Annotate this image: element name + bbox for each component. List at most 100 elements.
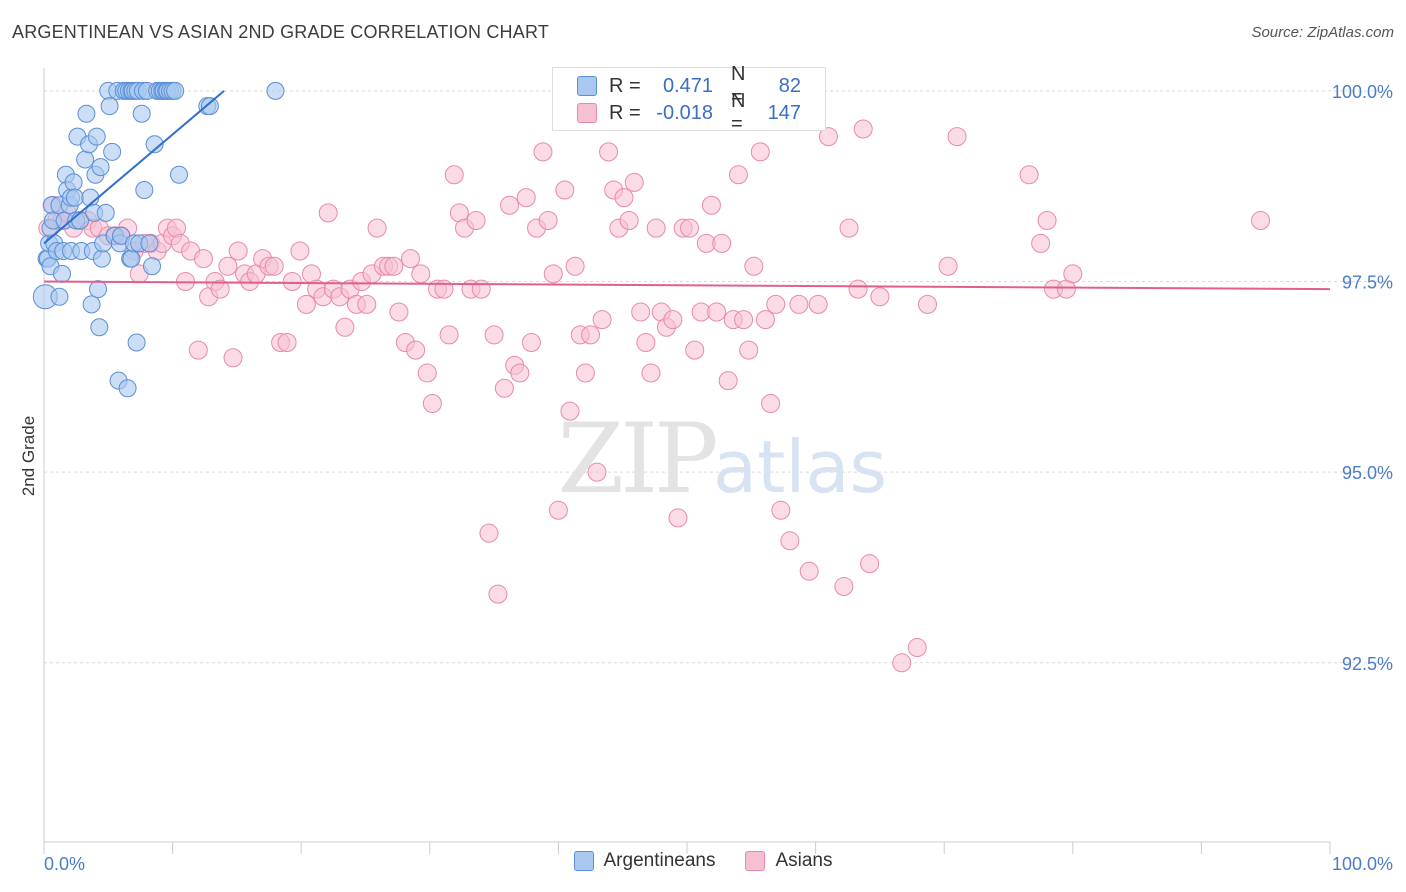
data-point-asians	[592, 310, 612, 330]
data-point-asians	[614, 188, 634, 208]
data-point-asians	[808, 294, 828, 314]
watermark: ZIP atlas	[557, 403, 887, 515]
data-point-asians	[771, 500, 791, 520]
data-point-asians	[479, 523, 499, 543]
data-point-asians	[417, 363, 437, 383]
y-axis-label: 2nd Grade	[19, 416, 38, 496]
data-point-argentineans	[92, 249, 111, 268]
data-point-asians	[712, 233, 732, 253]
data-point-asians	[646, 218, 666, 238]
data-point-asians	[707, 302, 727, 322]
data-point-asians	[296, 294, 316, 314]
data-point-asians	[839, 218, 859, 238]
data-point-asians	[780, 531, 800, 551]
data-point-asians	[750, 142, 770, 162]
data-point-asians	[624, 172, 644, 192]
data-point-asians	[892, 653, 912, 673]
data-point-asians	[761, 394, 781, 414]
legend-r-label: R =	[609, 101, 641, 124]
data-point-asians	[335, 317, 355, 337]
data-point-argentineans	[200, 97, 219, 116]
stats-legend: R = 0.471 N = 82 R = -0.018 N = 147	[552, 63, 826, 135]
data-point-argentineans	[135, 181, 154, 200]
data-point-asians	[277, 333, 297, 353]
data-point-asians	[282, 272, 302, 292]
data-point-asians	[223, 348, 243, 368]
data-point-argentineans	[143, 257, 162, 276]
legend-label-asians: Asians	[775, 850, 833, 871]
legend-item-asians[interactable]: Asians	[745, 850, 833, 872]
data-point-asians	[581, 325, 601, 345]
data-point-argentineans	[89, 280, 108, 299]
data-point-asians	[521, 333, 541, 353]
y-tick-label: 100.0%	[1332, 82, 1393, 102]
data-point-asians	[701, 195, 721, 215]
data-point-asians	[1037, 211, 1057, 231]
data-point-asians	[947, 127, 967, 147]
legend-r-label: R =	[609, 74, 641, 97]
data-point-asians	[543, 264, 563, 284]
legend-n-label: N =	[731, 90, 746, 135]
data-point-asians	[680, 218, 700, 238]
data-point-asians	[834, 577, 854, 597]
data-point-asians	[636, 333, 656, 353]
data-point-asians	[367, 218, 387, 238]
data-point-asians	[422, 394, 442, 414]
data-point-asians	[641, 363, 661, 383]
data-point-asians	[619, 211, 639, 231]
legend-r-value-argentineans: 0.471	[662, 74, 713, 97]
data-point-asians	[744, 256, 764, 276]
data-point-asians	[1019, 165, 1039, 185]
data-point-asians	[728, 165, 748, 185]
data-point-argentineans	[140, 234, 159, 253]
y-tick-labels: 92.5% 95.0% 97.5% 100.0%	[1332, 82, 1393, 674]
legend-row-asians: R = -0.018 N = 147	[577, 90, 801, 135]
data-point-asians	[1251, 211, 1271, 231]
data-point-asians	[575, 363, 595, 383]
data-point-asians	[560, 401, 580, 421]
data-point-asians	[799, 561, 819, 581]
data-point-argentineans	[91, 158, 110, 177]
watermark-zip: ZIP	[557, 403, 716, 515]
grid-lines	[44, 90, 1392, 664]
data-point-asians	[663, 310, 683, 330]
legend-n-value-asians: 147	[767, 101, 801, 124]
data-point-argentineans	[77, 104, 96, 123]
legend-swatch-blue	[577, 76, 597, 96]
data-point-argentineans	[145, 135, 164, 154]
data-point-asians	[264, 256, 284, 276]
data-point-asians	[193, 249, 213, 269]
x-tick-label-min: 0.0%	[44, 854, 85, 874]
series-legend: Argentineans Asians	[0, 850, 1406, 872]
legend-swatch-pink	[745, 851, 766, 871]
data-point-asians	[290, 241, 310, 261]
data-point-asians	[734, 310, 754, 330]
legend-r-value-asians: -0.018	[656, 101, 713, 124]
data-point-asians	[818, 127, 838, 147]
legend-item-argentineans[interactable]: Argentineans	[573, 850, 715, 872]
data-point-asians	[484, 325, 504, 345]
y-tick-label: 95.0%	[1342, 463, 1393, 483]
data-point-asians	[466, 211, 486, 231]
data-point-argentineans	[266, 81, 285, 100]
data-point-argentineans	[103, 142, 122, 161]
data-point-argentineans	[132, 104, 151, 123]
data-point-asians	[434, 279, 454, 299]
trend-line-argentineans	[43, 90, 225, 245]
data-point-argentineans	[87, 127, 106, 146]
data-point-asians	[471, 279, 491, 299]
data-point-asians	[516, 188, 536, 208]
data-point-asians	[587, 462, 607, 482]
data-point-asians	[500, 195, 520, 215]
watermark-atlas: atlas	[713, 425, 887, 509]
data-point-asians	[384, 256, 404, 276]
series-asians	[38, 119, 1271, 673]
data-point-asians	[218, 256, 238, 276]
data-point-asians	[357, 294, 377, 314]
data-point-asians	[938, 256, 958, 276]
data-point-asians	[533, 142, 553, 162]
data-point-asians	[444, 165, 464, 185]
data-point-asians	[860, 554, 880, 574]
data-point-asians	[718, 371, 738, 391]
